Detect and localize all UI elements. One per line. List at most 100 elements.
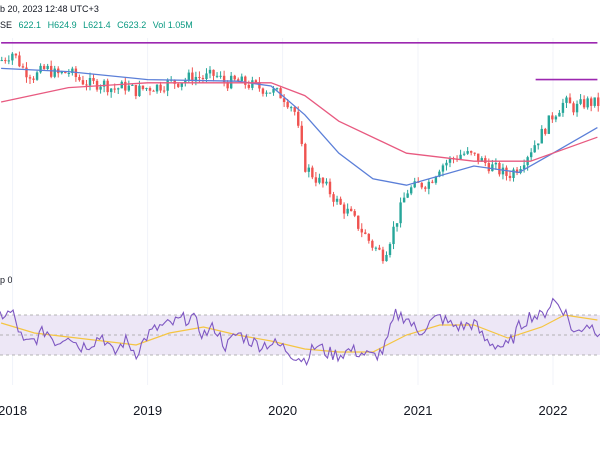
candle-bear	[286, 102, 289, 108]
candle-bear	[134, 84, 138, 97]
candle-bull	[480, 158, 483, 162]
candle-bull	[413, 181, 416, 188]
candle-bear	[247, 84, 251, 88]
candle-bull	[575, 103, 579, 113]
ohlc-high: H624.9	[47, 20, 77, 30]
candle-bear	[282, 98, 286, 103]
candle-bull	[522, 165, 526, 170]
candle-bear	[371, 240, 374, 248]
candle-bull	[512, 169, 515, 178]
candle-bull	[459, 154, 462, 160]
candle-bear	[279, 88, 282, 99]
candle-bull	[194, 76, 198, 82]
candle-bull	[406, 193, 409, 198]
time-axis-label-2019: 2019	[133, 403, 162, 418]
candle-bull	[462, 153, 466, 155]
candle-bull	[501, 167, 505, 175]
candle-bear	[505, 167, 508, 176]
candle-bull	[540, 128, 543, 144]
candle-bull	[392, 226, 395, 245]
candle-bear	[173, 79, 176, 84]
candle-bear	[198, 76, 201, 78]
candle-bull	[240, 76, 243, 82]
candle-bear	[42, 65, 46, 70]
rsi-line[interactable]	[0, 297, 600, 367]
candle-bear	[589, 98, 593, 106]
candle-bear	[222, 75, 226, 83]
candle-bear	[28, 77, 32, 79]
candle-bear	[487, 163, 491, 172]
candle-bear	[64, 71, 67, 74]
time-axis: 2018 2019 2020 2021 2022	[0, 403, 567, 418]
candle-bear	[258, 82, 261, 89]
candle-bear	[477, 153, 480, 162]
candle-bull	[127, 85, 131, 91]
candle-bull	[60, 71, 63, 74]
ohlc-low: L621.4	[83, 20, 111, 30]
candle-bull	[335, 198, 339, 202]
candle-bull	[11, 53, 14, 61]
candle-bear	[582, 99, 586, 108]
candle-bull	[399, 202, 402, 224]
candle-bear	[297, 111, 300, 126]
moving-average-2[interactable]	[0, 82, 598, 162]
candle-bull	[46, 65, 49, 70]
candle-bull	[434, 176, 438, 183]
candle-bear	[293, 107, 296, 112]
candle-bull	[427, 181, 431, 189]
candle-bull	[109, 88, 113, 93]
candle-bull	[229, 75, 233, 89]
candle-bear	[597, 97, 600, 106]
ohlc-line: SE 622.1 H624.9 L621.4 C623.2 Vol 1.05M	[0, 20, 197, 30]
candle-bear	[381, 249, 385, 262]
candle-bull	[558, 112, 561, 117]
candle-bear	[342, 204, 346, 214]
candle-bull	[385, 254, 388, 262]
candle-bear	[162, 90, 166, 92]
candle-bull	[491, 164, 494, 172]
candle-bear	[473, 152, 476, 154]
candle-bull	[307, 167, 311, 172]
candle-bull	[180, 83, 183, 87]
candle-bull	[395, 223, 399, 227]
moving-average-1[interactable]	[1, 67, 598, 186]
candle-bull	[547, 115, 551, 134]
candle-bull	[102, 80, 106, 87]
candle-bear	[311, 167, 314, 178]
candle-bear	[177, 83, 180, 87]
candle-bear	[21, 66, 25, 68]
rsi-moving-average[interactable]	[0, 314, 598, 353]
candle-bear	[18, 55, 21, 67]
candle-bear	[544, 128, 547, 134]
candle-bull	[529, 152, 533, 158]
candle-bear	[201, 77, 205, 80]
candle-bear	[113, 88, 116, 90]
candle-bull	[565, 97, 568, 103]
candle-bear	[124, 81, 127, 91]
candle-bear	[141, 85, 145, 89]
candle-bear	[498, 162, 501, 175]
candle-bull	[117, 88, 120, 90]
candle-bear	[85, 84, 88, 86]
candle-bear	[572, 103, 575, 113]
candle-bear	[328, 181, 332, 195]
ohlc-open: 622.1	[18, 20, 42, 30]
candle-bear	[191, 72, 194, 82]
candle-bull	[441, 165, 445, 172]
candle-bull	[561, 102, 565, 113]
candle-bull	[438, 171, 441, 177]
price-pane	[0, 38, 600, 385]
candle-bear	[261, 88, 265, 94]
exchange-fragment: SE	[0, 20, 13, 30]
candle-bull	[593, 97, 596, 106]
candle-bear	[106, 80, 109, 93]
candle-bear	[367, 233, 371, 241]
candle-bull	[494, 162, 498, 165]
candle-bear	[244, 76, 247, 85]
candle-bull	[215, 75, 219, 77]
candle-bear	[360, 228, 363, 233]
candle-bull	[155, 84, 159, 92]
candle-bull	[466, 151, 469, 154]
candle-bull	[409, 187, 413, 194]
